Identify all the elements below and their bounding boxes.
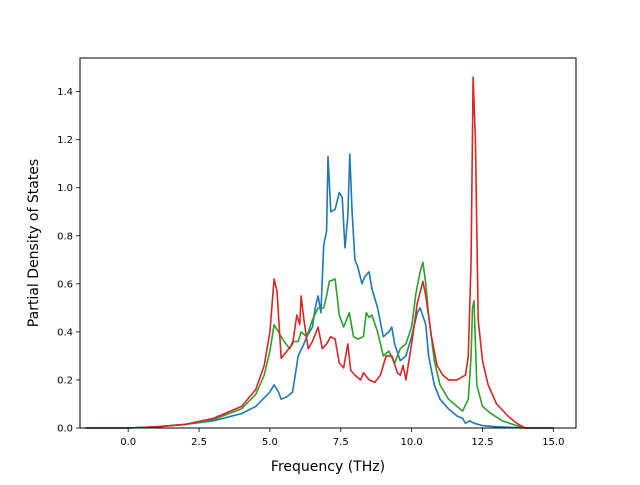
- y-axis-label: Partial Density of States: [26, 159, 42, 327]
- series-line-2: [85, 76, 554, 429]
- y-axis-ticks: 0.0 0.2 0.4 0.6 0.8 1.0 1.2 1.4: [57, 87, 80, 435]
- x-tick-label: 5.0: [262, 437, 278, 448]
- x-axis-ticks: 0.0 2.5 5.0 7.5 10.0 12.5 15.0: [120, 428, 564, 448]
- y-tick-label: 1.0: [57, 183, 73, 194]
- series-line-0: [85, 153, 554, 429]
- x-tick-label: 0.0: [120, 437, 136, 448]
- x-tick-label: 7.5: [333, 437, 349, 448]
- y-tick-label: 0.0: [57, 424, 73, 435]
- x-tick-label: 15.0: [542, 437, 564, 448]
- x-tick-label: 12.5: [471, 437, 493, 448]
- series-line-1: [85, 261, 554, 429]
- axes-frame: [79, 57, 577, 429]
- x-tick-label: 10.0: [400, 437, 422, 448]
- series-group: [85, 76, 554, 429]
- y-tick-label: 1.2: [57, 135, 73, 146]
- x-axis-label: Frequency (THz): [271, 459, 385, 475]
- y-tick-label: 0.8: [57, 231, 73, 242]
- y-tick-label: 0.2: [57, 375, 73, 386]
- y-tick-label: 1.4: [57, 87, 73, 98]
- y-tick-label: 0.6: [57, 279, 73, 290]
- y-tick-label: 0.4: [57, 327, 73, 338]
- x-tick-label: 2.5: [191, 437, 207, 448]
